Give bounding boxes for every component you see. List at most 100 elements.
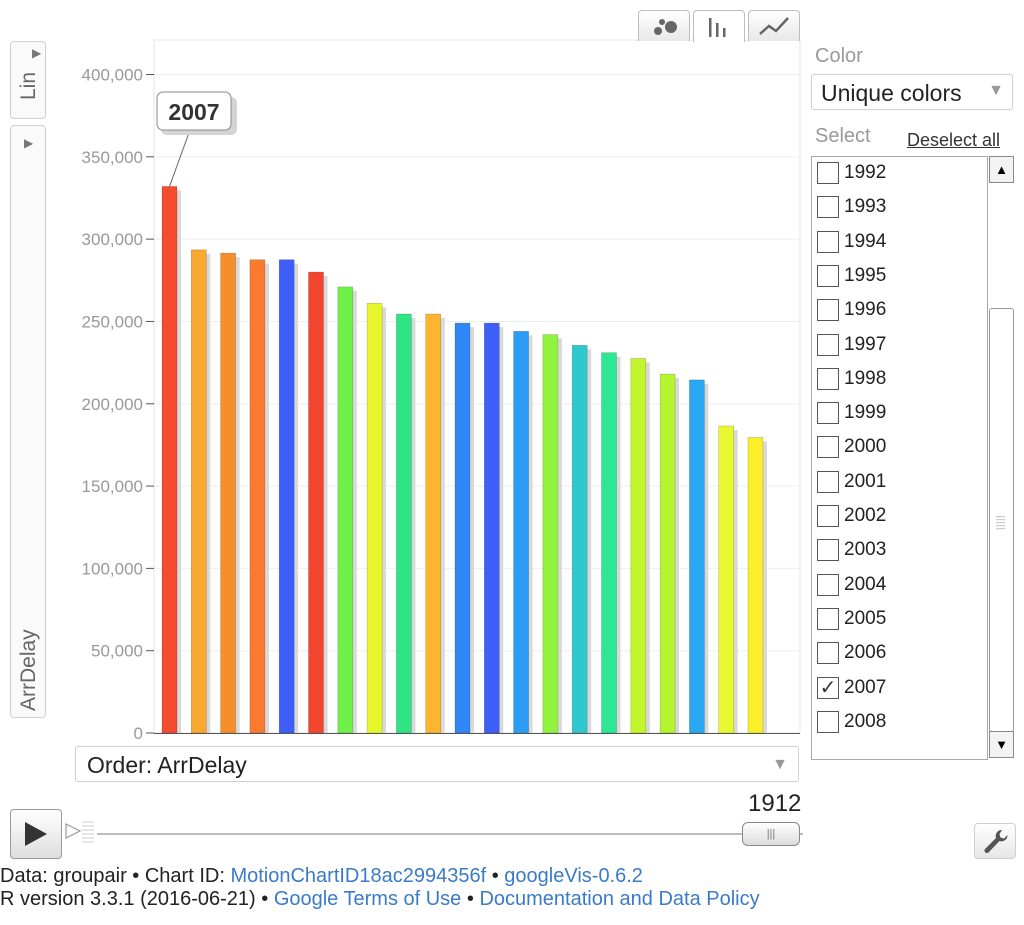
checkbox[interactable] <box>817 367 839 390</box>
bar[interactable] <box>571 345 588 734</box>
tab-bar-chart[interactable] <box>693 10 745 42</box>
color-label: Color <box>815 45 863 67</box>
bar[interactable] <box>513 331 529 734</box>
checkbox[interactable] <box>817 539 839 562</box>
bar[interactable] <box>689 379 705 734</box>
play-icon <box>25 822 47 846</box>
y-variable-selector[interactable]: ▶ ArrDelay <box>10 125 46 718</box>
bar[interactable] <box>220 252 236 734</box>
select-label: Select <box>815 125 871 147</box>
y-tick-label: 250,000 <box>82 312 143 331</box>
list-item-label: 1997 <box>844 333 887 355</box>
deselect-all-link[interactable]: Deselect all <box>907 130 1001 150</box>
y-tick-label: 350,000 <box>82 148 143 167</box>
checkbox[interactable] <box>817 607 839 630</box>
tab-bubble-chart[interactable] <box>638 10 690 41</box>
checkbox[interactable] <box>817 230 839 253</box>
bar[interactable] <box>542 334 559 734</box>
list-item[interactable]: 1995 <box>817 260 886 292</box>
y-scale-label: Lin <box>17 71 40 100</box>
time-slider-track[interactable] <box>97 833 803 835</box>
y-variable-dropdown-arrow: ▶ <box>24 136 34 150</box>
checkbox[interactable] <box>817 299 839 322</box>
scroll-thumb[interactable]: — — — — — <box>989 308 1014 732</box>
list-item[interactable]: 2008 <box>817 706 886 738</box>
list-item-label: 1998 <box>844 367 887 389</box>
list-item[interactable]: 1992 <box>817 157 886 189</box>
tab-line-chart[interactable] <box>748 10 800 41</box>
bar[interactable] <box>308 271 324 734</box>
bar[interactable] <box>454 322 471 734</box>
list-item[interactable]: 2003 <box>817 534 886 566</box>
color-dropdown[interactable]: Unique colors ▼ <box>811 74 1013 110</box>
settings-button[interactable] <box>974 823 1016 859</box>
callout-box <box>156 91 232 131</box>
play-button[interactable] <box>10 809 62 859</box>
y-variable-label: ArrDelay <box>17 629 40 711</box>
list-item[interactable]: 1997 <box>817 329 886 361</box>
checkbox[interactable] <box>817 710 839 733</box>
list-item[interactable]: 2004 <box>817 569 886 601</box>
bar[interactable] <box>161 186 178 734</box>
list-item[interactable]: 2002 <box>817 500 886 532</box>
bar[interactable] <box>747 437 764 734</box>
list-item[interactable]: ✓ 2007 <box>817 672 886 704</box>
scroll-down-button[interactable]: ▼ <box>989 731 1014 758</box>
bar[interactable] <box>659 373 676 734</box>
checkbox[interactable] <box>817 505 839 527</box>
list-item-label: 2004 <box>844 573 887 595</box>
package-link[interactable]: googleVis-0.6.2 <box>504 865 643 887</box>
list-item[interactable]: 1994 <box>817 226 886 258</box>
bar[interactable] <box>630 358 647 734</box>
time-slider-value: 1912 <box>748 790 802 817</box>
bar[interactable] <box>366 303 383 734</box>
order-dropdown[interactable]: Order: ArrDelay ▼ <box>75 746 799 782</box>
callout-pointer <box>169 129 191 187</box>
list-item[interactable]: 1998 <box>817 363 886 395</box>
checkbox[interactable] <box>817 436 839 459</box>
chevron-down-icon: ▼ <box>772 756 788 773</box>
bar[interactable] <box>278 259 295 734</box>
checkbox[interactable] <box>817 196 839 219</box>
terms-link[interactable]: Google Terms of Use <box>273 888 462 910</box>
checkbox[interactable] <box>817 470 839 493</box>
y-scale-selector[interactable]: Lin ▶ <box>10 41 46 119</box>
list-item[interactable]: 2006 <box>817 637 886 669</box>
select-list: 1992 1993 1994 1995 1996 1997 1998 1999 2000 2001… <box>811 156 1015 760</box>
list-item-label: 1993 <box>844 196 887 218</box>
list-item[interactable]: 1999 <box>817 397 886 429</box>
bar[interactable] <box>425 313 442 734</box>
list-item[interactable]: 2000 <box>817 431 886 463</box>
speed-control[interactable] <box>64 818 96 848</box>
bar[interactable] <box>601 352 617 734</box>
select-list-scrollbar[interactable]: ▲ — — — — — ▼ <box>987 156 1015 760</box>
highlight-callout: 2007 <box>156 91 237 187</box>
chart-type-tabs <box>638 10 803 42</box>
color-dropdown-value: Unique colors <box>821 80 962 106</box>
policy-link[interactable]: Documentation and Data Policy <box>479 888 760 910</box>
scroll-up-button[interactable]: ▲ <box>989 156 1014 183</box>
checkbox[interactable] <box>817 162 839 184</box>
bar[interactable] <box>483 322 500 734</box>
chart-id-link[interactable]: MotionChartID18ac2994356f <box>230 865 487 887</box>
bar[interactable] <box>337 286 354 734</box>
checkbox[interactable] <box>817 642 839 665</box>
bar[interactable] <box>191 249 207 734</box>
list-item[interactable]: 2001 <box>817 466 886 498</box>
list-item[interactable]: 2005 <box>817 603 886 635</box>
chevron-down-icon: ▼ <box>988 82 1004 99</box>
bar[interactable] <box>396 313 412 734</box>
bar[interactable] <box>718 425 735 734</box>
list-item-label: 1999 <box>844 402 887 424</box>
checkbox[interactable] <box>817 402 839 425</box>
list-item[interactable]: 1993 <box>817 191 886 223</box>
checkbox[interactable] <box>817 573 839 596</box>
bar[interactable] <box>249 259 266 734</box>
checkbox[interactable] <box>817 333 839 356</box>
bars[interactable] <box>161 186 764 734</box>
y-tick-label: 100,000 <box>82 559 143 578</box>
list-item[interactable]: 1996 <box>817 294 886 326</box>
checkbox[interactable] <box>817 264 839 287</box>
checkbox[interactable]: ✓ <box>817 676 839 699</box>
time-slider-thumb[interactable]: ||| <box>742 822 800 846</box>
